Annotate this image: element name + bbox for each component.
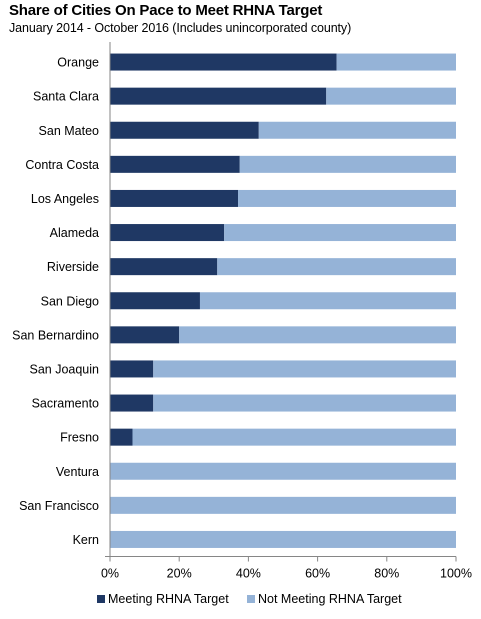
category-label: Riverside: [47, 260, 99, 274]
category-label: San Mateo: [39, 124, 100, 138]
category-label: Fresno: [60, 431, 99, 445]
bar-meeting: [110, 258, 218, 276]
chart-title: Share of Cities On Pace to Meet RHNA Tar…: [9, 2, 323, 19]
x-tick-label: 100%: [440, 567, 472, 581]
category-label: Ventura: [56, 465, 99, 479]
bar-meeting: [110, 87, 327, 105]
bar-meeting: [110, 189, 239, 207]
bar-meeting: [110, 224, 225, 242]
bar-not-meeting: [199, 292, 456, 310]
bar-meeting: [110, 326, 180, 344]
legend-label-meeting: Meeting RHNA Target: [108, 592, 229, 606]
x-tick-label: 60%: [305, 567, 330, 581]
category-label: San Francisco: [19, 499, 99, 513]
bar-not-meeting: [258, 121, 456, 139]
bar-not-meeting: [110, 462, 456, 480]
legend-swatch-not-meeting: [247, 595, 255, 603]
bar-not-meeting: [153, 394, 456, 412]
bar-not-meeting: [238, 189, 456, 207]
bar-not-meeting: [132, 428, 457, 446]
category-label: Los Angeles: [31, 192, 99, 206]
category-label: Santa Clara: [33, 90, 99, 104]
legend-swatch-meeting: [97, 595, 105, 603]
bar-meeting: [110, 394, 154, 412]
bar-not-meeting: [179, 326, 456, 344]
legend-label-not-meeting: Not Meeting RHNA Target: [258, 592, 402, 606]
bar-meeting: [110, 428, 133, 446]
category-label: San Joaquin: [29, 362, 99, 376]
bar-not-meeting: [224, 224, 456, 242]
bar-meeting: [110, 53, 337, 71]
category-label: San Diego: [41, 294, 99, 308]
category-label: Sacramento: [32, 397, 99, 411]
category-label: Alameda: [50, 226, 99, 240]
bar-not-meeting: [239, 155, 456, 173]
category-label: Kern: [73, 533, 99, 547]
bar-not-meeting: [336, 53, 456, 71]
x-tick-label: 20%: [167, 567, 192, 581]
x-tick-label: 40%: [236, 567, 261, 581]
category-label: Contra Costa: [25, 158, 99, 172]
x-tick-label: 80%: [374, 567, 399, 581]
bar-not-meeting: [110, 496, 456, 514]
chart-subtitle: January 2014 - October 2016 (Includes un…: [9, 21, 352, 35]
bar-not-meeting: [217, 258, 456, 276]
category-label: San Bernardino: [12, 328, 99, 342]
bar-not-meeting: [153, 360, 456, 378]
bar-not-meeting: [326, 87, 456, 105]
bar-meeting: [110, 292, 200, 310]
bar-meeting: [110, 121, 259, 139]
bar-meeting: [110, 360, 154, 378]
bar-not-meeting: [110, 530, 456, 548]
category-label: Orange: [57, 56, 99, 70]
bar-meeting: [110, 155, 240, 173]
x-tick-label: 0%: [101, 567, 119, 581]
